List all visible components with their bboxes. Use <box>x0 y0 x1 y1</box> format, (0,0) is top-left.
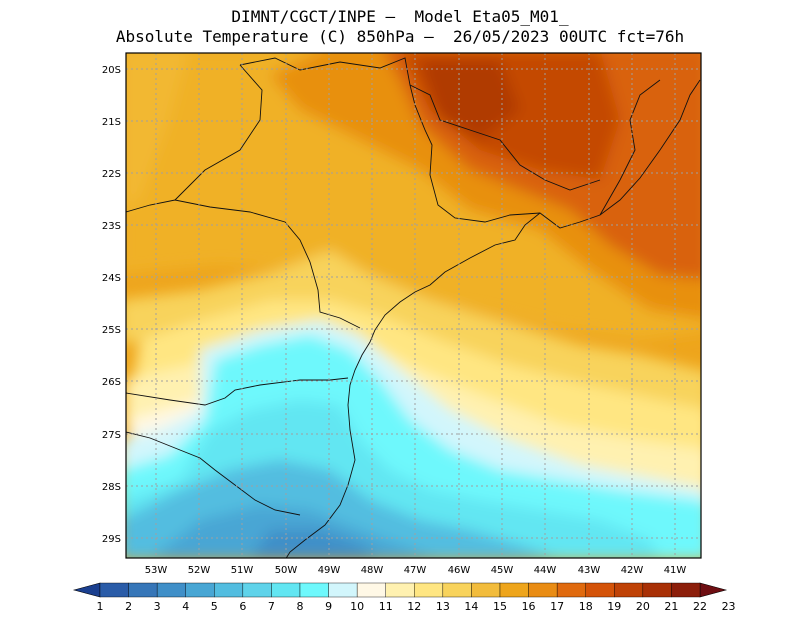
colorbar-swatch <box>128 582 158 598</box>
colorbar-swatch <box>385 582 415 598</box>
lon-label-45w: 45W <box>491 565 514 576</box>
lon-label-41w: 41W <box>664 565 687 576</box>
colorbar-label: 4 <box>182 600 189 613</box>
lat-label-21s: 21S <box>102 117 121 128</box>
colorbar-label: 9 <box>325 600 332 613</box>
colorbar-swatch <box>556 582 586 598</box>
lat-label-25s: 25S <box>102 325 121 336</box>
lat-labels: 20S 21S 22S 23S 24S 25S 26S 27S 28S 29S <box>102 65 121 545</box>
lon-label-51w: 51W <box>231 565 254 576</box>
lat-label-20s: 20S <box>102 65 121 76</box>
colorbar-label: 3 <box>154 600 161 613</box>
colorbar-label: 19 <box>607 600 621 613</box>
lon-label-44w: 44W <box>534 565 557 576</box>
colorbar: 1 2 3 4 5 6 7 8 9 10 11 12 13 14 15 16 17 18 19 20 21 22 23 <box>72 582 736 613</box>
colorbar-swatch <box>156 582 186 598</box>
colorbar-label: 10 <box>350 600 364 613</box>
lon-labels: 53W 52W 51W 50W 49W 48W 47W 46W 45W 44W … <box>145 565 687 576</box>
colorbar-label: 5 <box>211 600 218 613</box>
colorbar-swatch <box>614 582 644 598</box>
colorbar-swatch <box>499 582 529 598</box>
colorbar-label: 21 <box>664 600 678 613</box>
plot-frame <box>125 52 702 559</box>
colorbar-swatch <box>471 582 501 598</box>
colorbar-label: 7 <box>268 600 275 613</box>
colorbar-label: 2 <box>125 600 132 613</box>
colorbar-label: 15 <box>493 600 507 613</box>
lat-label-28s: 28S <box>102 482 121 493</box>
colorbar-label: 16 <box>522 600 536 613</box>
colorbar-swatch <box>185 582 215 598</box>
lon-label-53w: 53W <box>145 565 168 576</box>
colorbar-label: 22 <box>693 600 707 613</box>
colorbar-label: 17 <box>550 600 564 613</box>
colorbar-swatch <box>214 582 244 598</box>
lat-label-27s: 27S <box>102 430 121 441</box>
colorbar-swatch <box>528 582 558 598</box>
colorbar-swatch <box>585 582 615 598</box>
colorbar-label: 20 <box>636 600 650 613</box>
colorbar-swatch <box>271 582 301 598</box>
title-line-1: DIMNT/CGCT/INPE – Model Eta05_M01_ <box>231 7 569 26</box>
colorbar-swatch <box>642 582 672 598</box>
lat-label-22s: 22S <box>102 169 121 180</box>
lon-label-48w: 48W <box>361 565 384 576</box>
lon-label-47w: 47W <box>404 565 427 576</box>
lon-label-49w: 49W <box>318 565 341 576</box>
colorbar-label: 12 <box>407 600 421 613</box>
colorbar-swatch <box>414 582 444 598</box>
lon-label-50w: 50W <box>275 565 298 576</box>
colorbar-left-arrow <box>72 582 101 598</box>
colorbar-label: 8 <box>297 600 304 613</box>
colorbar-swatch <box>299 582 329 598</box>
colorbar-swatch <box>356 582 386 598</box>
lon-label-52w: 52W <box>188 565 211 576</box>
lon-label-43w: 43W <box>578 565 601 576</box>
colorbar-swatch <box>328 582 358 598</box>
lon-label-46w: 46W <box>448 565 471 576</box>
lon-label-42w: 42W <box>621 565 644 576</box>
colorbar-swatch <box>442 582 472 598</box>
lat-label-26s: 26S <box>102 377 121 388</box>
colorbar-swatch <box>99 582 129 598</box>
colorbar-label: 11 <box>379 600 393 613</box>
lat-label-24s: 24S <box>102 273 121 284</box>
colorbar-swatch <box>242 582 272 598</box>
colorbar-swatch <box>671 582 701 598</box>
temperature-field <box>126 53 701 558</box>
title-line-2: Absolute Temperature (C) 850hPa – 26/05/… <box>115 27 685 46</box>
colorbar-right-arrow <box>699 582 728 598</box>
coastline-borders <box>126 57 701 558</box>
lat-label-29s: 29S <box>102 534 121 545</box>
colorbar-label: 13 <box>436 600 450 613</box>
lat-label-23s: 23S <box>102 221 121 232</box>
colorbar-label: 23 <box>722 600 736 613</box>
colorbar-label: 18 <box>579 600 593 613</box>
colorbar-label: 14 <box>464 600 478 613</box>
colorbar-label: 1 <box>97 600 104 613</box>
graticule <box>126 53 701 558</box>
colorbar-label: 6 <box>239 600 246 613</box>
